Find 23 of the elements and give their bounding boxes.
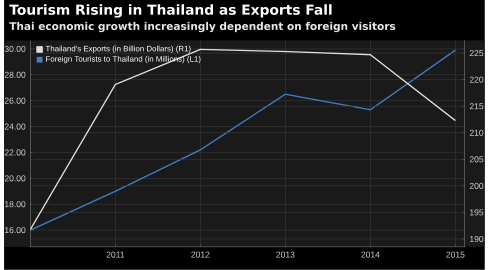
y-tick-label: 28.00	[4, 72, 26, 78]
chart-subtitle: Thai economic growth increasingly dependent on foreign visitors	[9, 22, 396, 32]
x-tick-label: 2011	[106, 252, 124, 258]
y2-tick-label: 195	[470, 209, 484, 216]
y2-tick-label: 200	[470, 182, 484, 189]
y2-tick-label: 220	[470, 76, 484, 83]
x-tick-label: 2013	[276, 252, 295, 258]
y-tick-label: 22.00	[4, 149, 26, 156]
y-tick-label: 16.00	[5, 227, 26, 234]
y2-tick-label: 210	[470, 130, 484, 136]
y-tick-label: 24.00	[4, 124, 26, 130]
y2-tick-label: 205	[470, 156, 484, 162]
x-tick-label: 2015	[446, 252, 465, 258]
y-tick-label: 26.00	[4, 98, 26, 104]
y-tick-label: 18.00	[5, 201, 26, 208]
x-tick-label: 2014	[361, 252, 380, 258]
y-tick-label: 20.00	[4, 175, 26, 182]
y2-tick-label: 190	[470, 236, 484, 242]
y2-tick-label: 215	[470, 103, 484, 110]
x-tick-label: 2012	[191, 252, 210, 258]
chart-title: Tourism Rising in Thailand as Exports Fall	[9, 4, 332, 18]
y-tick-label: 30.00	[4, 46, 26, 52]
y2-tick-label: 225	[470, 50, 484, 56]
